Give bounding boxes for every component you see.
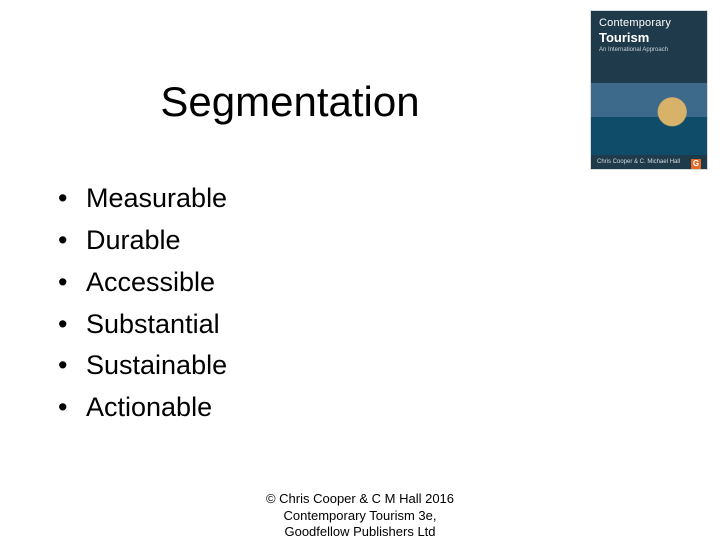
book-cover-thumbnail: Contemporary Tourism An International Ap… (590, 10, 708, 170)
book-title-line1: Contemporary (599, 17, 699, 29)
list-item: • Accessible (58, 262, 227, 304)
list-item: • Substantial (58, 304, 227, 346)
book-bottom-band: Chris Cooper & C. Michael Hall G (591, 155, 707, 170)
bullet-list: • Measurable • Durable • Accessible • Su… (58, 178, 227, 429)
book-publisher-badge: G (691, 159, 701, 169)
footer-line-publisher: Goodfellow Publishers Ltd (0, 524, 720, 540)
bullet-marker: • (58, 178, 86, 220)
bullet-text: Accessible (86, 262, 215, 304)
bullet-marker: • (58, 387, 86, 429)
list-item: • Sustainable (58, 345, 227, 387)
book-photo (591, 83, 707, 155)
book-title-line2: Tourism (599, 30, 699, 45)
list-item: • Actionable (58, 387, 227, 429)
bullet-text: Durable (86, 220, 181, 262)
bullet-marker: • (58, 220, 86, 262)
bullet-text: Sustainable (86, 345, 227, 387)
bullet-marker: • (58, 345, 86, 387)
slide-footer: © Chris Cooper & C M Hall 2016 Contempor… (0, 491, 720, 540)
book-authors: Chris Cooper & C. Michael Hall (597, 159, 680, 165)
footer-line-copyright: © Chris Cooper & C M Hall 2016 (0, 491, 720, 507)
book-subtitle: An International Approach (599, 47, 699, 53)
list-item: • Durable (58, 220, 227, 262)
bullet-marker: • (58, 304, 86, 346)
bullet-text: Actionable (86, 387, 212, 429)
footer-line-title: Contemporary Tourism 3e, (0, 508, 720, 524)
bullet-text: Substantial (86, 304, 220, 346)
slide: Contemporary Tourism An International Ap… (0, 0, 720, 540)
book-top-band: Contemporary Tourism An International Ap… (591, 11, 707, 83)
bullet-marker: • (58, 262, 86, 304)
list-item: • Measurable (58, 178, 227, 220)
bullet-text: Measurable (86, 178, 227, 220)
slide-title: Segmentation (0, 78, 580, 126)
